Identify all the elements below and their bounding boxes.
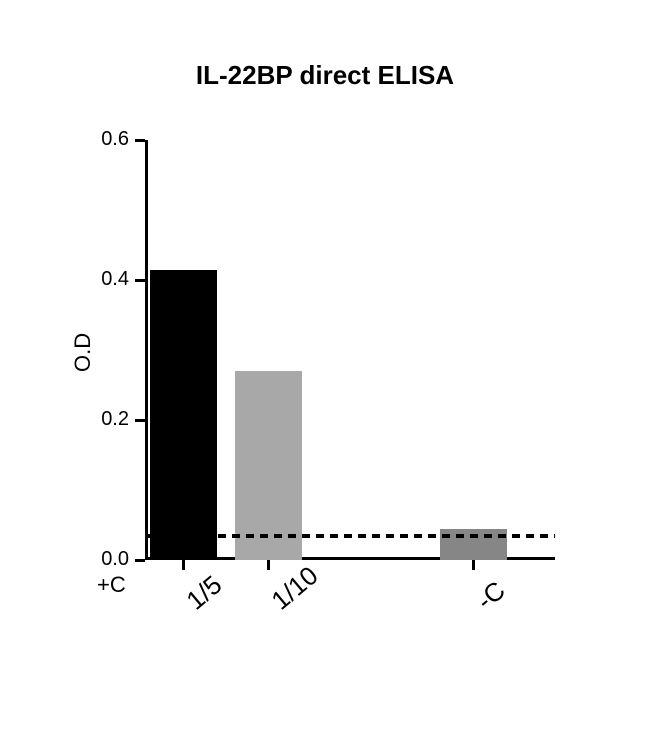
y-tick [135, 559, 145, 562]
y-tick-label: 0.4 [85, 268, 129, 291]
plot-area: 0.00.20.40.6 [145, 140, 555, 560]
x-category-label: 1/5 [181, 569, 229, 616]
bar [235, 371, 302, 560]
y-tick-label: 0.6 [85, 128, 129, 151]
plus-c-label: +C [97, 572, 126, 598]
x-tick [472, 560, 475, 570]
y-tick [135, 419, 145, 422]
y-tick-label: 0.0 [85, 548, 129, 571]
bar [150, 270, 217, 561]
x-tick [182, 560, 185, 570]
chart-title: IL-22BP direct ELISA [0, 60, 650, 91]
y-tick-label: 0.2 [85, 408, 129, 431]
y-tick [135, 139, 145, 142]
chart-container: IL-22BP direct ELISA O.D 0.00.20.40.6 1/… [0, 0, 650, 755]
x-category-label: -C [471, 575, 512, 616]
x-category-label: 1/10 [266, 560, 325, 616]
x-tick [267, 560, 270, 570]
y-axis-label: O.D [70, 333, 96, 372]
y-axis-line [145, 140, 148, 560]
reference-line [148, 534, 555, 538]
y-tick [135, 279, 145, 282]
